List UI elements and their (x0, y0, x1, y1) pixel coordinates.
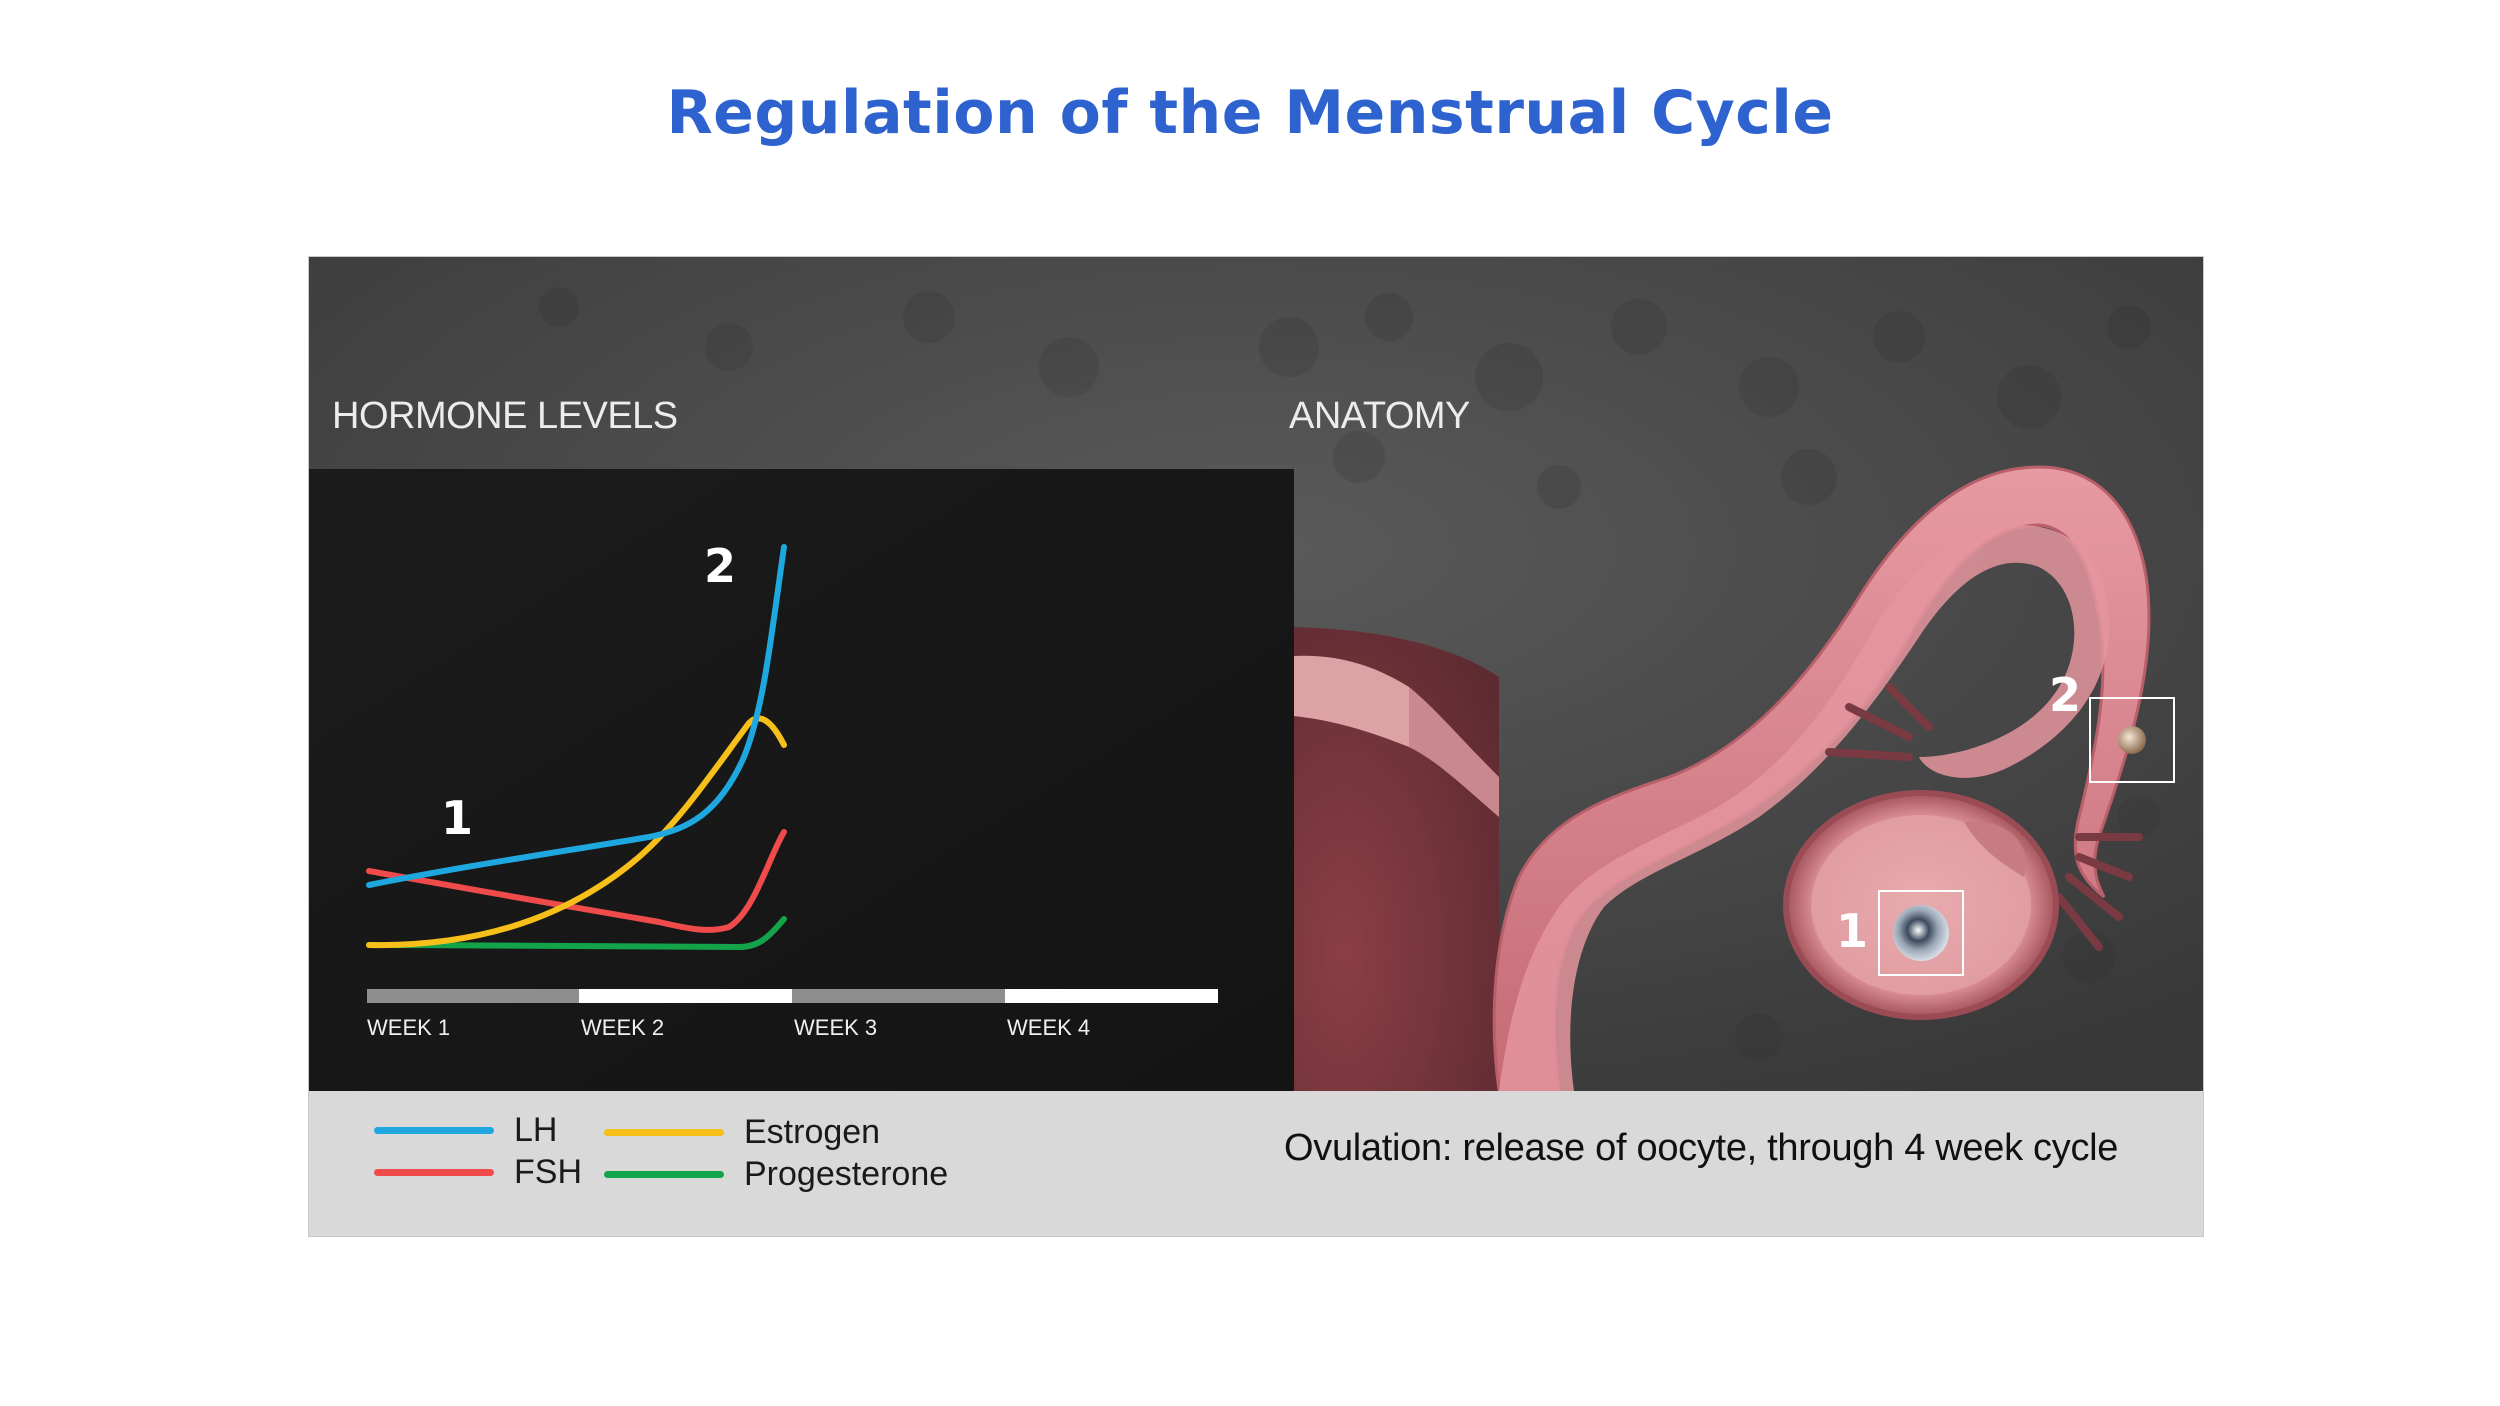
fsh-line (366, 829, 787, 933)
diagram-scene: 1 2 WEEK 1 WEEK 2 WEEK 3 WEEK 4 1 2 (309, 257, 2203, 1091)
lh-line (366, 544, 787, 888)
released-oocyte (2118, 726, 2146, 754)
legend-label-lh: LH (514, 1111, 558, 1149)
anatomy-illustration: 1 2 (1279, 465, 2175, 1091)
anatomy-marker-box-2 (2089, 697, 2175, 783)
diagram-panel: 1 2 WEEK 1 WEEK 2 WEEK 3 WEEK 4 1 2 (308, 256, 2204, 1237)
week-bar-1 (367, 989, 579, 1003)
legend-swatch-progesterone (604, 1171, 724, 1178)
anatomy-label: ANATOMY (1289, 395, 1470, 437)
week-bar-4 (1005, 989, 1218, 1003)
legend-area: LH FSH Estrogen Progesterone Ovulation: … (309, 1091, 2203, 1236)
chart-marker-2: 2 (704, 539, 736, 593)
anatomy-marker-1: 1 (1836, 904, 1868, 958)
caption: Ovulation: release of oocyte, through 4 … (1284, 1127, 2119, 1169)
legend-swatch-estrogen (604, 1129, 724, 1136)
hormone-chart: WEEK 1 WEEK 2 WEEK 3 WEEK 4 1 2 (309, 469, 1294, 1091)
legend-label-progesterone: Progesterone (744, 1155, 949, 1193)
week-bar-2 (579, 989, 792, 1003)
chart-marker-1: 1 (441, 791, 473, 845)
hormone-levels-label: HORMONE LEVELS (332, 395, 678, 437)
fallopian-tube-inner (1499, 525, 2109, 1091)
legend-item-estrogen: Estrogen (604, 1113, 880, 1152)
oocyte-in-follicle (1893, 905, 1949, 961)
fimbriae (1825, 683, 2143, 951)
anatomy-marker-2: 2 (2049, 668, 2081, 722)
chart-background (309, 469, 1294, 1091)
legend-item-progesterone: Progesterone (604, 1155, 948, 1194)
legend-item-lh: LH (374, 1111, 557, 1150)
uterine-lining (1279, 655, 1409, 747)
week-bar-3 (792, 989, 1005, 1003)
week-label-1: WEEK 1 (367, 1015, 450, 1040)
legend-label-fsh: FSH (514, 1153, 582, 1191)
legend-swatch-lh (374, 1127, 494, 1134)
diagram-dark-area: 1 2 WEEK 1 WEEK 2 WEEK 3 WEEK 4 1 2 (309, 257, 2203, 1091)
page-title: Regulation of the Menstrual Cycle (666, 78, 1834, 148)
anatomy-marker-box-1 (1878, 890, 1964, 976)
week-label-2: WEEK 2 (581, 1015, 664, 1040)
week-label-3: WEEK 3 (794, 1015, 877, 1040)
legend-swatch-fsh (374, 1169, 494, 1176)
week-label-4: WEEK 4 (1007, 1015, 1090, 1040)
legend-label-estrogen: Estrogen (744, 1113, 881, 1151)
legend-item-fsh: FSH (374, 1153, 582, 1192)
progesterone-line (366, 916, 787, 951)
